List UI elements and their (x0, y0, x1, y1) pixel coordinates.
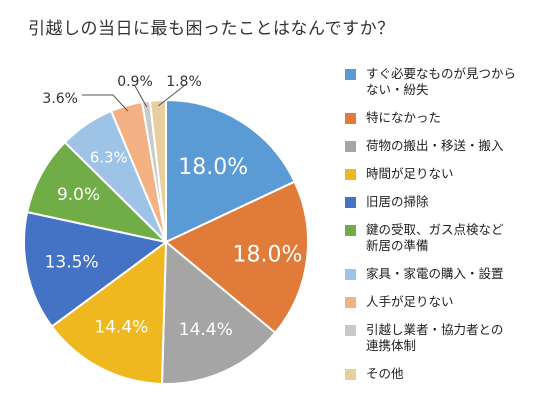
legend-label-3: 荷物の搬出・移送・搬入 (366, 138, 504, 153)
data-label-7: 6.3% (90, 148, 128, 166)
legend-item-8: 人手が足りない (345, 294, 555, 310)
legend-label-2: 特になかった (366, 110, 442, 125)
pie-slice-2 (164, 180, 309, 335)
data-label-10: 1.8% (166, 74, 202, 90)
legend: すぐ必要なものが見つから ない・紛失特になかった荷物の搬出・移送・搬入 時間が足り… (345, 66, 555, 382)
legend-swatch-6 (345, 225, 356, 236)
data-label-6: 9.0% (57, 185, 100, 205)
legend-swatch-5 (345, 197, 356, 208)
pie-slice-1 (165, 98, 296, 244)
legend-label-5: 旧居の掃除 (366, 194, 429, 209)
chart-title: 引越しの当日に最も困ったことはなんですか？ (28, 19, 395, 39)
legend-label-9: 引越し業者・協力者との 連携体制 (366, 322, 504, 353)
legend-swatch-3 (345, 141, 356, 152)
data-label-4: 14.4% (94, 318, 148, 338)
legend-swatch-7 (345, 269, 356, 280)
legend-item-5: 旧居の掃除 (345, 194, 555, 210)
legend-item-4: 時間が足りない (345, 166, 555, 182)
legend-swatch-1 (345, 69, 356, 80)
legend-item-6: 鍵の受取、ガス点検など 新居の準備 (345, 222, 555, 254)
pie-slice-4 (50, 239, 168, 385)
legend-item-9: 引越し業者・協力者との 連携体制 (345, 322, 555, 354)
legend-label-6: 鍵の受取、ガス点検など 新居の準備 (366, 222, 504, 253)
legend-label-1: すぐ必要なものが見つから ない・紛失 (366, 66, 517, 97)
data-label-8: 3.6% (42, 91, 78, 107)
legend-label-8: 人手が足りない (366, 294, 454, 309)
legend-item-10: その他 (345, 366, 555, 382)
data-label-1: 18.0% (178, 155, 248, 180)
legend-label-7: 家具・家電の購入・設置 (366, 266, 504, 281)
data-label-5: 13.5% (45, 252, 99, 272)
data-label-2: 18.0% (232, 242, 302, 267)
legend-swatch-4 (345, 169, 356, 180)
pie-slice-6 (25, 140, 170, 244)
leader-line-10 (157, 85, 185, 107)
legend-item-1: すぐ必要なものが見つから ない・紛失 (345, 66, 555, 98)
pie-slice-3 (160, 239, 277, 385)
data-label-3: 14.4% (179, 320, 233, 340)
pie-slice-5 (23, 210, 169, 328)
legend-swatch-9 (345, 325, 356, 336)
data-label-9: 0.9% (117, 74, 153, 90)
legend-label-10: その他 (366, 366, 404, 381)
legend-swatch-10 (345, 369, 356, 380)
legend-swatch-2 (345, 113, 356, 124)
leader-line-9 (134, 85, 148, 108)
legend-swatch-8 (345, 297, 356, 308)
leader-line-8 (82, 94, 129, 112)
legend-item-7: 家具・家電の購入・設置 (345, 266, 555, 282)
legend-label-4: 時間が足りない (366, 166, 454, 181)
legend-item-2: 特になかった (345, 110, 555, 126)
legend-item-3: 荷物の搬出・移送・搬入 (345, 138, 555, 154)
